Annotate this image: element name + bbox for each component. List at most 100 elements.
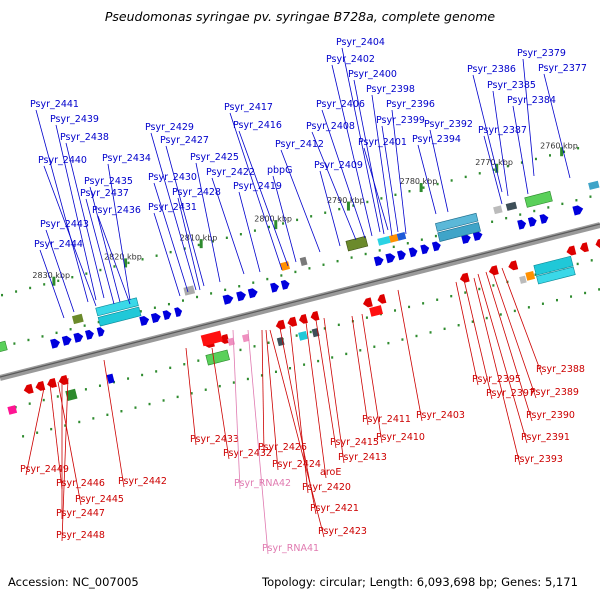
gene-label-top: Psyr_2400 xyxy=(348,69,397,80)
tick-row-bottom-dot xyxy=(541,302,544,305)
gene-label-top-leader xyxy=(85,198,115,305)
tick-row-bottom-dot xyxy=(471,320,474,323)
forward-gene-arrow xyxy=(85,329,94,340)
gene-label-bottom: Psyr_2413 xyxy=(338,452,387,463)
tick-row-lower-dot xyxy=(28,402,31,405)
tick-row-bottom-dot xyxy=(106,413,109,417)
tick-row-bottom-dot xyxy=(443,327,446,331)
feature-box-blue xyxy=(396,232,407,241)
gene-label-top-leader xyxy=(543,73,571,179)
forward-gene-arrow xyxy=(517,219,527,230)
gene-label-top-leader xyxy=(321,109,366,239)
gene-label-top-leader xyxy=(150,132,197,291)
tick-row-bottom-dot xyxy=(345,352,348,356)
tick-row-lower-dot xyxy=(169,366,172,370)
tick-row-bottom-dot xyxy=(457,324,460,327)
tick-row-upper-dot xyxy=(350,256,353,259)
feature-box-teal xyxy=(588,180,600,190)
gene-label-top-leader xyxy=(272,175,297,263)
gene-label-top: Psyr_2444 xyxy=(34,239,83,250)
reverse-gene-arrow xyxy=(566,245,577,256)
gene-label-bottom-leader xyxy=(455,281,479,386)
tick-row-upper-dot xyxy=(406,242,409,245)
gene-label-bottom: Psyr_2423 xyxy=(318,526,367,537)
scale-tick-row-top-dot xyxy=(282,222,285,225)
gene-label-top: Psyr_2427 xyxy=(160,135,209,146)
tick-row-lower-dot xyxy=(267,341,270,344)
gene-label-top-leader xyxy=(165,145,205,287)
reverse-gene-arrow xyxy=(310,311,320,321)
tick-row-bottom-dot xyxy=(64,424,67,427)
gene-label-bottom-leader xyxy=(61,377,69,542)
scale-tick-row-top-dot xyxy=(85,272,88,275)
reverse-gene-arrow xyxy=(459,272,470,283)
scale-tick-row-top-dot xyxy=(197,243,200,247)
feature-box-grey-dark xyxy=(299,256,308,266)
genome-summary-text: Topology: circular; Length: 6,093,698 bp… xyxy=(262,575,578,589)
scale-major-tick xyxy=(419,183,423,193)
tick-row-bottom-dot xyxy=(78,420,81,424)
gene-label-top: Psyr_2385 xyxy=(487,80,536,91)
tick-row-lower-dot xyxy=(576,262,579,266)
tick-row-upper-dot xyxy=(69,328,72,331)
tick-row-bottom-dot xyxy=(134,406,137,409)
scale-tick-row-top-dot xyxy=(1,293,4,297)
tick-row-upper-dot xyxy=(505,216,508,220)
gene-label-bottom: Psyr_2389 xyxy=(530,387,579,398)
tick-row-bottom-dot xyxy=(359,349,362,352)
tick-row-bottom-dot xyxy=(331,356,334,359)
reverse-gene-arrow xyxy=(363,297,373,308)
tick-row-bottom-dot xyxy=(555,298,558,302)
forward-gene-arrow xyxy=(61,335,72,346)
tick-row-upper-dot xyxy=(420,238,423,241)
tick-row-bottom-dot xyxy=(232,381,235,384)
tick-row-lower-dot xyxy=(450,294,453,298)
gene-label-bottom: Psyr_2411 xyxy=(362,414,411,425)
scale-tick-row-top-dot xyxy=(155,254,158,257)
gene-label-bottom: Psyr_2424 xyxy=(272,459,321,470)
tick-row-upper-dot xyxy=(41,335,44,338)
reverse-gene-arrow xyxy=(58,375,69,385)
gene-label-top-leader xyxy=(238,130,289,267)
tick-row-upper-dot xyxy=(575,199,578,202)
scale-tick-row-top-dot xyxy=(478,172,481,175)
feature-box-green-dark xyxy=(65,388,78,401)
gene-label-top: Psyr_2443 xyxy=(40,219,89,230)
scale-label: 2780 kbp xyxy=(400,177,438,186)
scale-tick-row-top-dot xyxy=(464,175,467,179)
tick-row-upper-dot xyxy=(224,288,227,292)
tick-row-lower-dot xyxy=(337,323,340,327)
scale-major-tick xyxy=(560,147,564,157)
gene-label-bottom-leader xyxy=(103,359,125,488)
tick-row-bottom-dot xyxy=(485,316,488,320)
tick-row-upper-dot xyxy=(308,267,311,270)
tick-row-bottom-dot xyxy=(429,331,432,334)
forward-gene-arrow xyxy=(385,253,396,264)
tick-row-lower-dot xyxy=(183,363,186,366)
gene-label-top-leader xyxy=(65,142,105,299)
scale-tick-row-top-dot xyxy=(408,190,411,193)
tick-row-upper-dot xyxy=(336,259,339,263)
reverse-gene-box xyxy=(369,305,383,317)
forward-gene-arrow xyxy=(472,231,483,241)
forward-gene-arrow xyxy=(373,256,384,267)
gene-label-top-leader xyxy=(89,186,121,303)
feature-box-magenta xyxy=(7,405,18,415)
gene-label-top: Psyr_2440 xyxy=(38,155,87,166)
gene-label-bottom: Psyr_2397 xyxy=(486,388,535,399)
tick-row-upper-dot xyxy=(392,245,395,249)
feature-box-grey xyxy=(519,275,527,284)
gene-label-top: Psyr_2402 xyxy=(326,54,375,65)
tick-row-upper-dot xyxy=(280,274,283,277)
gene-label-top-leader xyxy=(238,191,261,273)
gene-label-top: Psyr_2435 xyxy=(84,176,133,187)
scale-tick-row-top-dot xyxy=(324,211,327,214)
feature-box-orange xyxy=(389,234,399,243)
gene-label-top-leader xyxy=(153,212,181,297)
gene-label-bottom: Psyr_2432 xyxy=(223,448,272,459)
gene-label-top: Psyr_2417 xyxy=(224,102,273,113)
tick-row-lower-dot xyxy=(295,334,298,337)
tick-row-lower-dot xyxy=(239,348,242,352)
gene-label-top-leader xyxy=(353,79,385,235)
rna-label-leader xyxy=(232,329,241,490)
